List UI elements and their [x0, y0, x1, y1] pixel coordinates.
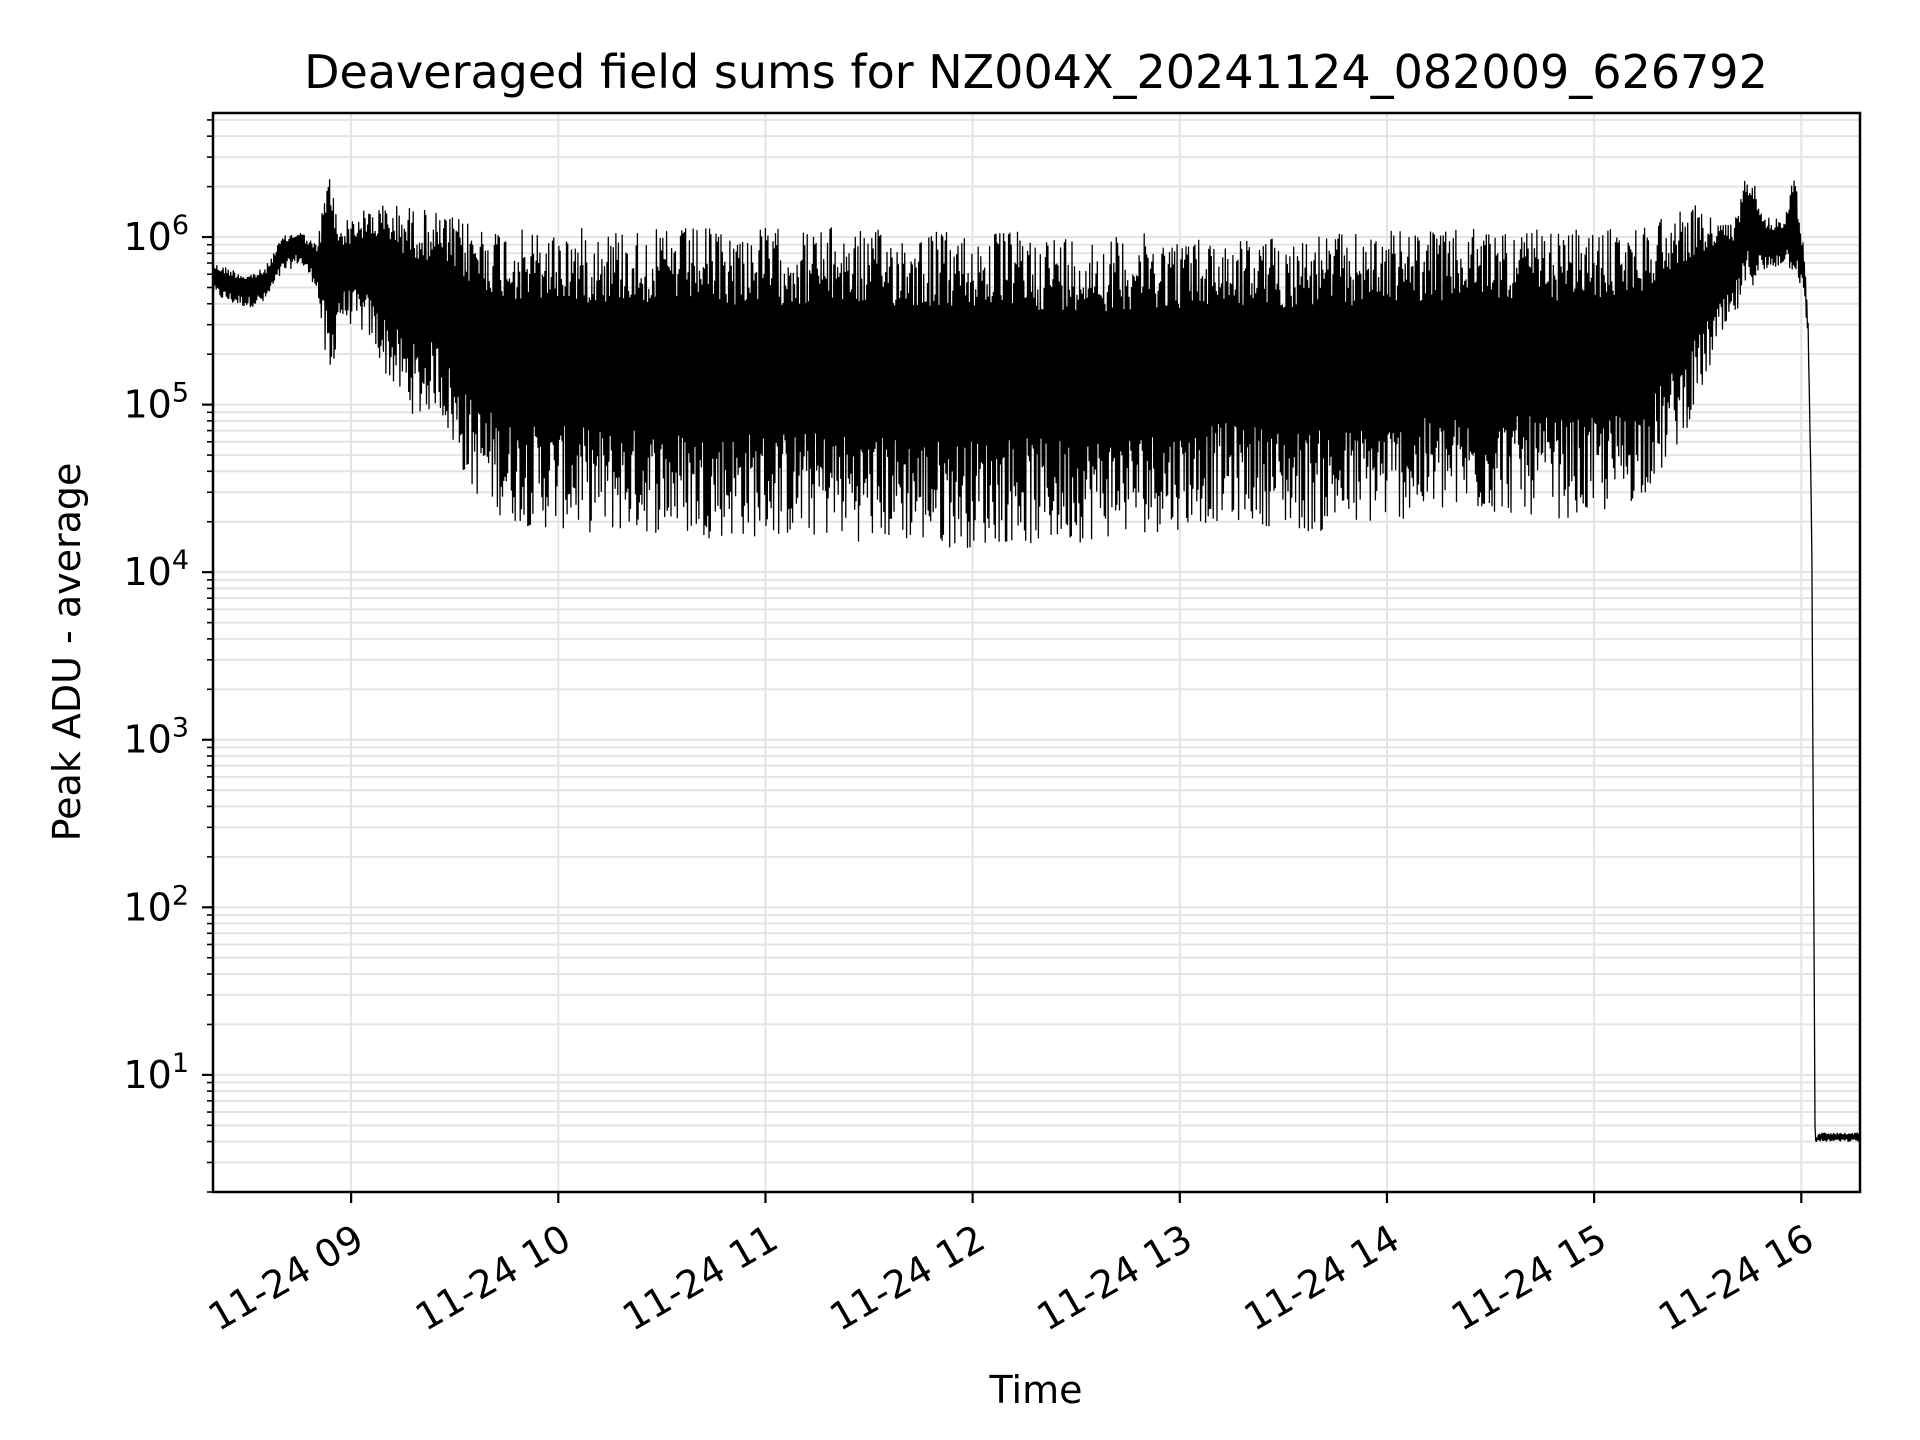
y-axis-label: Peak ADU - average	[45, 463, 89, 842]
chart-title: Deaveraged field sums for NZ004X_2024112…	[304, 45, 1768, 99]
x-axis-label: Time	[989, 1368, 1083, 1412]
y-tick-label: 101	[123, 1048, 189, 1097]
y-axis: 101 102 103 104 105 106	[123, 119, 213, 1193]
y-tick-label: 106	[123, 210, 189, 259]
y-tick-label: 104	[123, 545, 189, 594]
y-tick-label: 103	[123, 713, 189, 762]
series-group	[212, 179, 1861, 1143]
y-tick-label: 105	[123, 378, 189, 427]
plot-frame	[211, 111, 1862, 1194]
y-tick-label: 102	[123, 880, 189, 929]
series-line-0	[212, 179, 1861, 1143]
